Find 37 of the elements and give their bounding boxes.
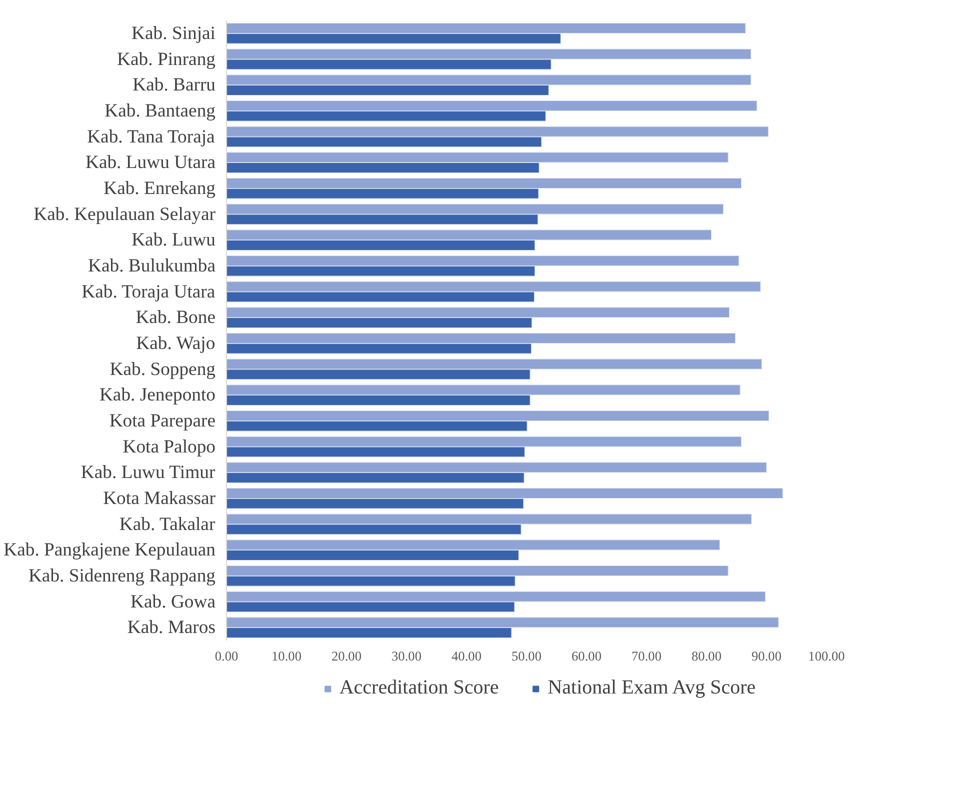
y-tick-label: Kab. Enrekang	[104, 178, 216, 199]
y-tick-label: Kab. Sinjai	[132, 22, 216, 44]
x-tick-label: 80.00	[692, 648, 722, 664]
x-tick-label: 70.00	[632, 648, 662, 664]
x-tick-label: 50.00	[512, 648, 542, 664]
y-tick-label: Kab. Bulukumba	[88, 255, 216, 276]
y-tick-label: Kota Palopo	[122, 436, 216, 458]
y-tick-label: Kota Parepare	[109, 410, 216, 432]
x-tick-label: 100.00	[808, 648, 846, 664]
y-tick-label: Kab. Sidenreng Rappang	[28, 565, 216, 586]
y-tick-label: Kab. Soppeng	[110, 358, 216, 380]
legend-label: National Exam Avg Score	[548, 676, 756, 700]
x-tick-label: 60.00	[572, 648, 602, 664]
y-tick-label: Kab. Luwu	[132, 230, 216, 251]
y-tick-label: Kab. Toraja Utara	[82, 281, 216, 302]
x-tick-label: 30.00	[392, 648, 422, 664]
x-tick-label: 40.00	[452, 648, 482, 664]
y-tick-label: Kab. Bone	[136, 307, 216, 328]
y-tick-label: Kab. Pinrang	[117, 48, 216, 70]
y-tick-label: Kab. Jeneponto	[99, 384, 216, 406]
y-tick-label: Kab. Gowa	[130, 591, 216, 612]
x-tick-label: 10.00	[272, 648, 302, 664]
y-tick-label: Kab. Bantaeng	[104, 100, 216, 122]
y-tick-label: Kab. Maros	[127, 617, 216, 638]
legend-label: Accreditation Score	[339, 676, 499, 700]
y-tick-label: Kab. Wajo	[136, 332, 216, 354]
y-tick-label: Kab. Pangkajene Kepulauan	[4, 540, 216, 561]
y-tick-label: Kab. Barru	[132, 74, 216, 96]
y-tick-label: Kab. Kepulauan Selayar	[34, 204, 216, 225]
x-tick-label: 90.00	[752, 648, 782, 664]
y-tick-label: Kab. Tana Toraja	[87, 126, 216, 148]
y-tick-label: Kab. Luwu Timur	[80, 462, 216, 484]
x-tick-label: 20.00	[332, 648, 362, 664]
y-tick-label: Kab. Takalar	[119, 514, 216, 535]
y-tick-label: Kab. Luwu Utara	[85, 152, 216, 174]
y-tick-label: Kota Makassar	[103, 488, 216, 509]
x-tick-label: 0.00	[214, 648, 238, 664]
